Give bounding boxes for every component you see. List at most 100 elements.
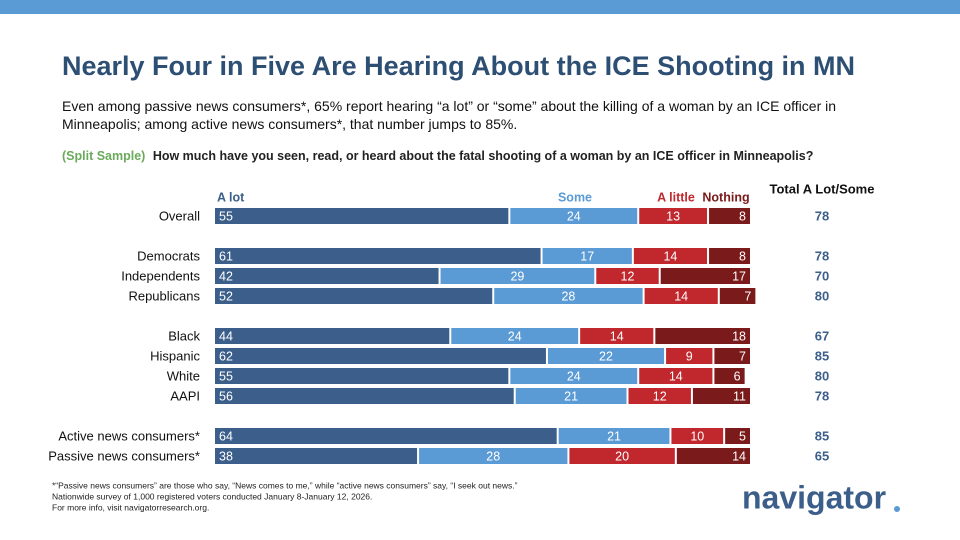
data-label: 17 — [580, 249, 594, 263]
data-label: 28 — [486, 449, 500, 463]
data-label: 12 — [621, 269, 635, 283]
bar-segment — [215, 328, 450, 344]
bar-segment — [633, 248, 708, 264]
data-label: 24 — [508, 329, 522, 343]
data-label: 5 — [739, 429, 746, 443]
data-label: 61 — [219, 249, 233, 263]
bar-segment — [494, 288, 643, 304]
data-label: 7 — [744, 289, 751, 303]
data-label: 13 — [666, 209, 680, 223]
total-label: 78 — [815, 388, 829, 403]
bar-segment — [215, 268, 439, 284]
data-label: 24 — [567, 369, 581, 383]
data-label: 21 — [564, 389, 578, 403]
logo: navigator — [742, 479, 886, 515]
bar-segment — [580, 328, 654, 344]
chart-title: Nearly Four in Five Are Hearing About th… — [62, 51, 855, 81]
total-label: 78 — [815, 208, 829, 223]
total-label: 80 — [815, 368, 829, 383]
data-label: 14 — [732, 449, 746, 463]
category-label: Hispanic — [150, 348, 200, 363]
legend-label: Some — [558, 190, 592, 204]
data-label: 44 — [219, 329, 233, 343]
bar-segment — [666, 348, 713, 364]
category-label: Active news consumers* — [58, 428, 200, 443]
total-label: 67 — [815, 328, 829, 343]
bar-segment — [510, 208, 638, 224]
footnote: For more info, visit navigatorresearch.o… — [52, 502, 209, 512]
bar-segment — [709, 208, 750, 224]
bar-segment — [215, 208, 509, 224]
bar-segment — [714, 348, 750, 364]
category-label: Democrats — [137, 248, 200, 263]
bar-segment — [558, 428, 670, 444]
data-label: 28 — [561, 289, 575, 303]
bar-segment — [451, 328, 579, 344]
bar-segment — [714, 368, 745, 384]
legend-label: A lot — [217, 190, 245, 204]
total-label: 78 — [815, 248, 829, 263]
top-band — [0, 0, 960, 14]
bar-segment — [542, 248, 632, 264]
data-label: 12 — [653, 389, 667, 403]
bar-segment — [676, 448, 750, 464]
total-label: 70 — [815, 268, 829, 283]
data-label: 55 — [219, 369, 233, 383]
data-label: 8 — [739, 209, 746, 223]
bar-segment — [644, 288, 718, 304]
question: (Split Sample) How much have you seen, r… — [62, 149, 813, 163]
bar-segment — [515, 388, 627, 404]
data-label: 62 — [219, 349, 233, 363]
data-label: 14 — [663, 249, 677, 263]
data-label: 14 — [674, 289, 688, 303]
category-label: Republicans — [128, 288, 200, 303]
logo-dot — [894, 506, 900, 512]
footnote: *“Passive news consumers” are those who … — [52, 480, 518, 490]
bar-segment — [725, 428, 750, 444]
data-label: 17 — [732, 269, 746, 283]
bar-segment — [215, 288, 493, 304]
bar-segment — [510, 368, 638, 384]
category-label: Passive news consumers* — [48, 448, 200, 463]
data-label: 52 — [219, 289, 233, 303]
total-label: 80 — [815, 288, 829, 303]
data-label: 9 — [686, 349, 693, 363]
data-label: 6 — [734, 369, 741, 383]
bar-segment — [215, 248, 541, 264]
category-label: White — [167, 368, 200, 383]
data-label: 22 — [599, 349, 613, 363]
total-label: 85 — [815, 428, 829, 443]
data-label: 11 — [733, 389, 746, 403]
bar-segment — [215, 448, 418, 464]
data-label: 18 — [732, 329, 746, 343]
bar-segment — [440, 268, 595, 284]
totals-header: Total A Lot/Some — [770, 181, 875, 196]
total-label: 65 — [815, 448, 829, 463]
bar-segment — [569, 448, 675, 464]
category-label: Black — [168, 328, 200, 343]
bar-segment — [215, 348, 546, 364]
data-label: 64 — [219, 429, 233, 443]
bar-segment — [215, 388, 514, 404]
data-label: 14 — [669, 369, 683, 383]
bar-segment — [639, 208, 708, 224]
bar-segment — [215, 428, 557, 444]
category-label: AAPI — [170, 388, 200, 403]
bar-segment — [671, 428, 724, 444]
data-label: 7 — [739, 349, 746, 363]
question-tag: (Split Sample) — [62, 149, 145, 163]
bar-segment — [655, 328, 750, 344]
category-label: Overall — [159, 208, 200, 223]
data-label: 10 — [690, 429, 704, 443]
bar-segment — [660, 268, 750, 284]
category-label: Independents — [121, 268, 200, 283]
bar-segment — [547, 348, 665, 364]
total-label: 85 — [815, 348, 829, 363]
legend-label: A little — [657, 190, 695, 204]
data-label: 21 — [607, 429, 621, 443]
bar-segment — [596, 268, 659, 284]
data-label: 42 — [219, 269, 233, 283]
bar-segment — [639, 368, 713, 384]
data-label: 14 — [610, 329, 624, 343]
